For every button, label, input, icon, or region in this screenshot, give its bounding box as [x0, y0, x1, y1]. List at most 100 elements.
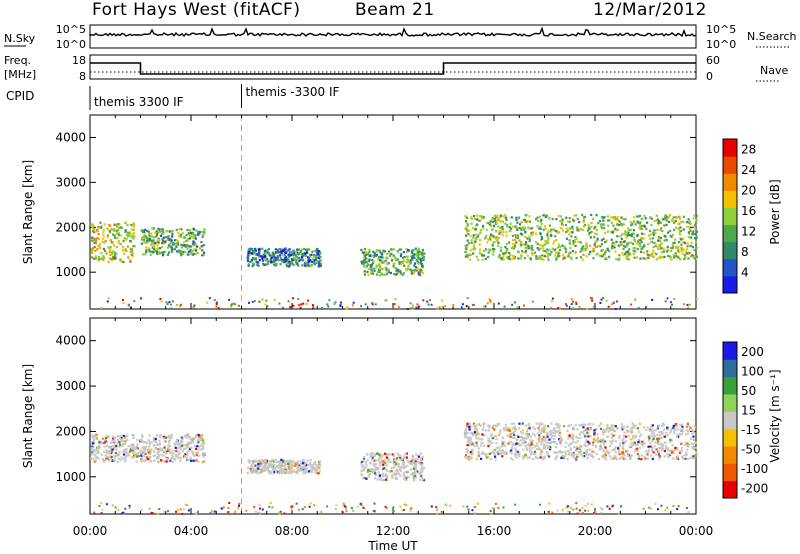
- power-scatter-point-0: [93, 238, 96, 241]
- velocity-scatter-point-0: [108, 445, 111, 448]
- velocity-scatter-point-3: [634, 436, 637, 439]
- velocity-ground-scatter-point: [601, 508, 604, 511]
- power-ground-scatter-point: [615, 300, 618, 303]
- power-scatter-point-0: [91, 248, 94, 252]
- power-scatter-point-1: [155, 233, 159, 236]
- velocity-scatter-point-2: [396, 469, 399, 472]
- power-scatter-point-4: [585, 255, 588, 258]
- velocity-scatter-point-1: [278, 460, 281, 463]
- velocity-scatter-point-3: [648, 439, 651, 442]
- power-scatter-point-4: [681, 237, 685, 240]
- power-scatter-point-3: [392, 265, 395, 268]
- velocity-scatter-point-3: [571, 436, 575, 440]
- velocity-scatter-point-3: [553, 441, 556, 444]
- power-scatter-point-4: [582, 253, 585, 256]
- power-scatter-point-4: [514, 234, 517, 237]
- power-colorbar-swatch: [723, 190, 737, 208]
- velocity-scatter-point-1: [271, 467, 274, 470]
- velocity-scatter-point-3: [509, 435, 512, 438]
- power-scatter-point-1: [202, 251, 206, 254]
- power-scatter-point-4: [678, 241, 681, 244]
- velocity-scatter-point-1: [275, 469, 278, 472]
- velocity-scatter-point-1: [264, 466, 267, 469]
- power-scatter-point-0: [91, 236, 94, 239]
- velocity-scatter-point-0: [126, 438, 129, 441]
- power-scatter-point-4: [649, 237, 652, 240]
- power-scatter-point-0: [112, 242, 115, 245]
- power-scatter-point-4: [516, 236, 519, 239]
- power-scatter-point-0: [125, 233, 129, 236]
- power-scatter-point-4: [520, 241, 523, 244]
- velocity-scatter-point-0: [197, 460, 200, 463]
- velocity-scatter-point-3: [523, 455, 526, 458]
- power-scatter-point-2: [255, 261, 258, 264]
- power-scatter-point-3: [413, 264, 416, 267]
- velocity-scatter-point-0: [92, 457, 95, 460]
- velocity-scatter-point-2: [406, 459, 409, 462]
- velocity-scatter-point-3: [622, 427, 625, 431]
- power-ground-scatter-point: [409, 302, 412, 305]
- velocity-scatter-point-2: [413, 471, 417, 475]
- power-scatter-point-4: [616, 218, 620, 222]
- velocity-scatter-point-3: [583, 444, 586, 447]
- velocity-scatter-point-0: [109, 446, 112, 449]
- velocity-scatter-point-3: [560, 437, 563, 440]
- power-scatter-point-1: [146, 229, 149, 233]
- freq-tick-bottom: 8: [79, 70, 86, 83]
- power-scatter-point-3: [406, 258, 410, 262]
- velocity-scatter-point-3: [580, 424, 583, 427]
- power-scatter-point-2: [257, 261, 260, 264]
- velocity-scatter-point-0: [181, 444, 184, 447]
- power-scatter-point-4: [655, 214, 659, 217]
- power-scatter-point-4: [561, 220, 564, 223]
- power-scatter-point-4: [592, 247, 595, 250]
- velocity-scatter-point-3: [651, 428, 654, 431]
- power-scatter-point-3: [390, 248, 393, 251]
- power-scatter-point-4: [559, 220, 562, 223]
- power-scatter-point-4: [478, 238, 482, 242]
- power-scatter-point-4: [555, 258, 558, 261]
- power-scatter-point-3: [414, 266, 417, 269]
- velocity-scatter-point-3: [464, 431, 467, 434]
- power-scatter-point-4: [478, 243, 481, 246]
- velocity-scatter-point-0: [148, 453, 151, 456]
- power-scatter-point-4: [634, 223, 637, 226]
- velocity-ground-scatter-point: [474, 512, 477, 515]
- power-scatter-point-4: [469, 249, 472, 252]
- power-scatter-point-4: [466, 254, 469, 257]
- velocity-scatter-point-0: [148, 450, 151, 453]
- velocity-scatter-point-3: [550, 422, 553, 425]
- velocity-scatter-point-0: [110, 447, 113, 450]
- power-scatter-point-0: [93, 245, 96, 249]
- power-scatter-point-4: [466, 224, 469, 227]
- velocity-ground-scatter-point: [278, 511, 281, 514]
- velocity-ground-scatter-point: [212, 510, 215, 513]
- velocity-ground-scatter-point: [283, 512, 286, 515]
- velocity-scatter-point-3: [483, 434, 486, 437]
- velocity-scatter-point-3: [608, 426, 611, 430]
- power-scatter-point-1: [179, 253, 183, 256]
- velocity-scatter-point-2: [361, 474, 364, 477]
- power-scatter-point-3: [370, 271, 373, 274]
- velocity-scatter-point-2: [382, 475, 385, 478]
- power-scatter-point-4: [677, 249, 680, 252]
- velocity-scatter-point-3: [630, 454, 633, 457]
- power-ground-scatter-point: [497, 302, 500, 305]
- power-scatter-point-0: [115, 245, 118, 249]
- velocity-scatter-point-1: [293, 461, 296, 464]
- power-scatter-point-4: [650, 252, 654, 255]
- power-ground-scatter-point: [605, 299, 608, 302]
- power-ground-scatter-point: [360, 305, 363, 308]
- velocity-scatter-point-3: [551, 435, 554, 438]
- power-scatter-point-4: [659, 236, 663, 240]
- power-scatter-point-4: [548, 248, 551, 251]
- power-scatter-point-2: [313, 255, 316, 258]
- power-ground-scatter-point: [394, 298, 397, 301]
- power-scatter-point-2: [260, 255, 263, 258]
- velocity-scatter-point-2: [392, 462, 396, 465]
- velocity-scatter-point-3: [649, 454, 653, 457]
- velocity-scatter-point-1: [289, 464, 292, 467]
- velocity-scatter-point-3: [667, 447, 670, 450]
- power-ground-scatter-point: [237, 304, 240, 307]
- velocity-scatter-point-0: [100, 440, 103, 443]
